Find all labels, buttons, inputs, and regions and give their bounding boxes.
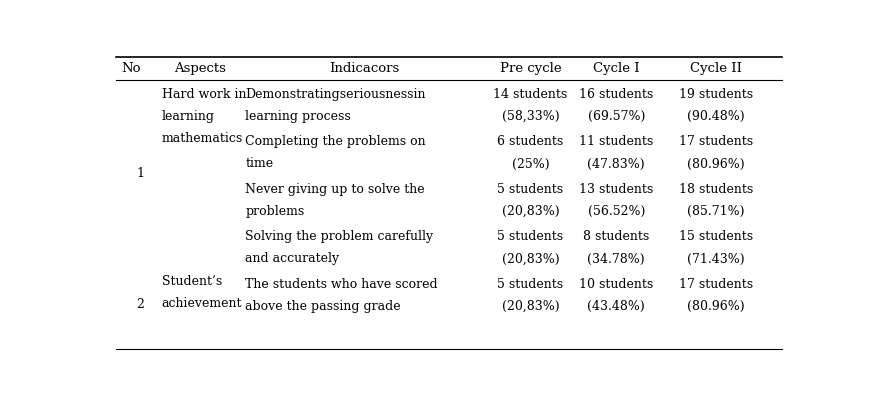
Text: (80.96%): (80.96%) <box>687 158 745 170</box>
Text: Completing the problems on: Completing the problems on <box>245 135 426 148</box>
Text: 13 students: 13 students <box>579 183 653 195</box>
Text: Pre cycle: Pre cycle <box>499 62 562 75</box>
Text: Never giving up to solve the: Never giving up to solve the <box>245 183 425 195</box>
Text: and accurately: and accurately <box>245 252 339 265</box>
Text: achievement: achievement <box>162 297 243 310</box>
Text: (58,33%): (58,33%) <box>502 110 559 123</box>
Text: Indicacors: Indicacors <box>329 62 399 75</box>
Text: Demonstratingseriousnessin: Demonstratingseriousnessin <box>245 88 426 101</box>
Text: (69.57%): (69.57%) <box>588 110 645 123</box>
Text: Aspects: Aspects <box>174 62 226 75</box>
Text: (85.71%): (85.71%) <box>687 205 745 218</box>
Text: Cycle II: Cycle II <box>689 62 742 75</box>
Text: 8 students: 8 students <box>583 230 649 243</box>
Text: (34.78%): (34.78%) <box>588 252 645 265</box>
Text: 6 students: 6 students <box>498 135 563 148</box>
Text: time: time <box>245 158 273 170</box>
Text: (20,83%): (20,83%) <box>502 205 559 218</box>
Text: (90.48%): (90.48%) <box>687 110 745 123</box>
Text: (56.52%): (56.52%) <box>588 205 645 218</box>
Text: Hard work in: Hard work in <box>162 88 246 101</box>
Text: mathematics: mathematics <box>162 133 243 145</box>
Text: learning: learning <box>162 110 215 123</box>
Text: 5 students: 5 students <box>498 183 563 195</box>
Text: above the passing grade: above the passing grade <box>245 300 401 313</box>
Text: (80.96%): (80.96%) <box>687 300 745 313</box>
Text: 10 students: 10 students <box>579 278 653 291</box>
Text: (43.48%): (43.48%) <box>588 300 645 313</box>
Text: 2: 2 <box>136 298 144 311</box>
Text: learning process: learning process <box>245 110 351 123</box>
Text: 1: 1 <box>136 167 144 180</box>
Text: Student’s: Student’s <box>162 275 222 287</box>
Text: 14 students: 14 students <box>493 88 568 101</box>
Text: 15 students: 15 students <box>679 230 752 243</box>
Text: problems: problems <box>245 205 305 218</box>
Text: 5 students: 5 students <box>498 230 563 243</box>
Text: (25%): (25%) <box>512 158 549 170</box>
Text: 5 students: 5 students <box>498 278 563 291</box>
Text: The students who have scored: The students who have scored <box>245 278 438 291</box>
Text: (47.83%): (47.83%) <box>588 158 645 170</box>
Text: No: No <box>122 62 141 75</box>
Text: 17 students: 17 students <box>679 135 752 148</box>
Text: 19 students: 19 students <box>679 88 752 101</box>
Text: (20,83%): (20,83%) <box>502 300 559 313</box>
Text: (71.43%): (71.43%) <box>687 252 745 265</box>
Text: (20,83%): (20,83%) <box>502 252 559 265</box>
Text: 18 students: 18 students <box>679 183 752 195</box>
Text: 16 students: 16 students <box>579 88 653 101</box>
Text: Solving the problem carefully: Solving the problem carefully <box>245 230 434 243</box>
Text: 11 students: 11 students <box>579 135 653 148</box>
Text: Cycle I: Cycle I <box>593 62 639 75</box>
Text: 17 students: 17 students <box>679 278 752 291</box>
